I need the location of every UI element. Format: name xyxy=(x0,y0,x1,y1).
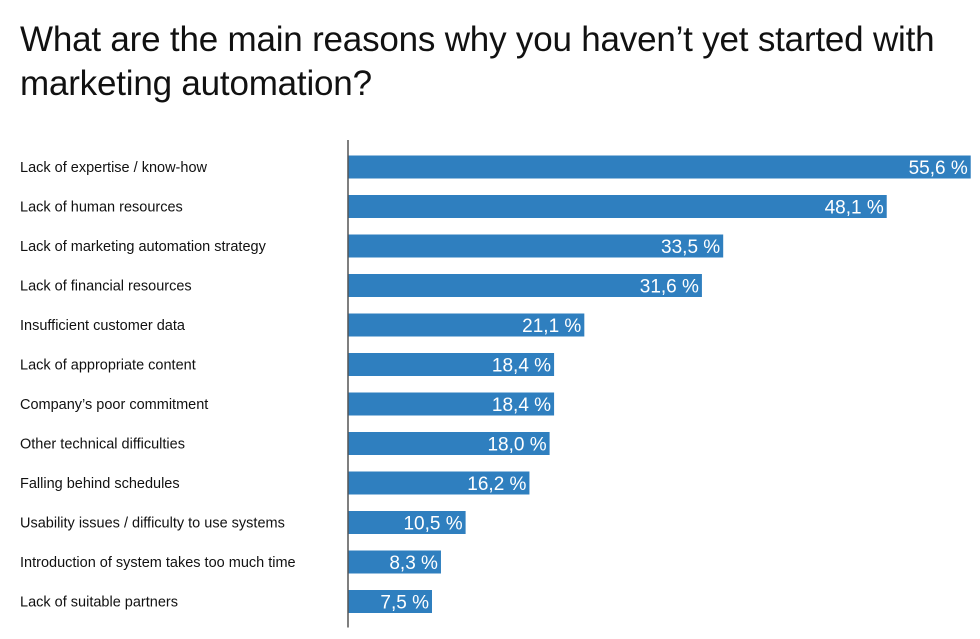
bar xyxy=(348,471,530,495)
data-label: 7,5 % xyxy=(380,593,429,614)
bar xyxy=(348,511,466,534)
category-label: Usability issues / difficulty to use sys… xyxy=(20,516,285,532)
bar xyxy=(348,155,971,179)
data-label: 18,4 % xyxy=(492,395,551,416)
category-label: Insufficient customer data xyxy=(20,318,186,334)
data-label: 16,2 % xyxy=(467,474,526,495)
bar xyxy=(348,550,441,574)
category-labels: Lack of expertise / know-how Lack of huma… xyxy=(20,160,296,611)
category-label: Lack of suitable partners xyxy=(20,595,178,611)
category-label: Lack of marketing automation strategy xyxy=(20,239,267,255)
data-label: 8,3 % xyxy=(389,553,438,574)
data-label: 18,4 % xyxy=(492,356,551,377)
category-label: Lack of expertise / know-how xyxy=(20,160,208,176)
category-label: Lack of appropriate content xyxy=(20,358,196,374)
data-labels: 55,6 % 48,1 % 33,5 % 31,6 % 21,1 % 18,4 % 18,4… xyxy=(380,158,967,614)
category-label: Lack of financial resources xyxy=(20,279,192,295)
data-label: 33,5 % xyxy=(661,237,720,258)
bar xyxy=(348,353,555,376)
data-label: 48,1 % xyxy=(825,198,884,219)
category-label: Other technical difficulties xyxy=(20,437,185,453)
data-label: 55,6 % xyxy=(909,158,968,179)
data-label: 31,6 % xyxy=(640,277,699,298)
bar xyxy=(348,392,555,416)
bar xyxy=(348,590,432,613)
category-label: Company’s poor commitment xyxy=(20,397,208,413)
bar xyxy=(348,432,550,455)
category-label: Lack of human resources xyxy=(20,200,183,216)
bar xyxy=(348,195,887,218)
data-label: 18,0 % xyxy=(487,435,546,456)
data-label: 21,1 % xyxy=(522,316,581,337)
chart-title: What are the main reasons why you haven’… xyxy=(20,20,935,103)
category-label: Introduction of system takes too much ti… xyxy=(20,555,296,571)
bar xyxy=(348,313,585,337)
bars xyxy=(348,155,971,613)
category-label: Falling behind schedules xyxy=(20,476,180,492)
data-label: 10,5 % xyxy=(403,514,462,535)
bar xyxy=(348,274,702,297)
bar xyxy=(348,234,724,258)
